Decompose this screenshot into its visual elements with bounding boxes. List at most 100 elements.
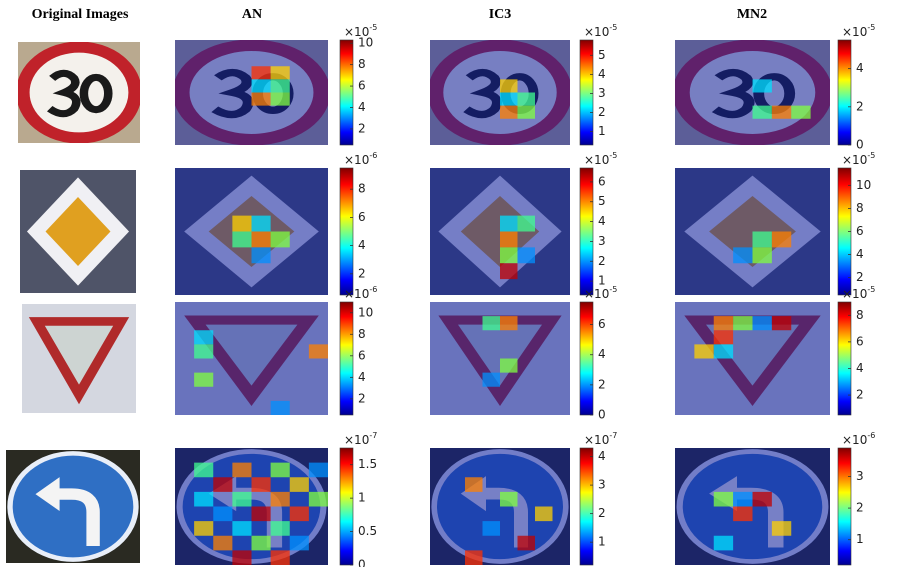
- heatmap-cell: [309, 344, 328, 358]
- colorbar: [340, 302, 353, 415]
- colorbar: [580, 448, 593, 565]
- heatmap-cell: [714, 536, 733, 551]
- colorbar: [838, 448, 851, 565]
- colorbar-tick-label: 8: [856, 201, 864, 215]
- colorbar-tick-label: 4: [358, 100, 366, 114]
- colorbar-tick-label: 4: [598, 347, 606, 361]
- multiplier-exponent: -7: [609, 431, 617, 440]
- colorbar-multiplier: ×10-5: [842, 285, 875, 301]
- colorbar-tick-label: 2: [598, 506, 606, 520]
- heatmap-cell: [194, 463, 213, 478]
- heatmap-cell: [733, 507, 752, 522]
- colorbar-tick-label: 4: [598, 214, 606, 228]
- colorbar-multiplier: ×10-7: [584, 431, 617, 447]
- heatmap-cell: [252, 232, 271, 248]
- heatmap-cell: [232, 521, 251, 536]
- heatmap-cell: [500, 106, 518, 119]
- heatmap-cell: [271, 492, 290, 507]
- colorbar-tick-label: 2: [358, 121, 366, 135]
- colorbar-tick-label: 6: [856, 224, 864, 238]
- multiplier-base: ×10: [584, 25, 609, 39]
- heatmap-cell: [271, 521, 290, 536]
- saliency-panel: 12345×10-5: [430, 23, 617, 146]
- heatmap-cell: [271, 550, 290, 565]
- colorbar: [838, 40, 851, 145]
- colorbar-tick-label: 8: [358, 327, 366, 341]
- colorbar-tick-label: 10: [856, 178, 871, 192]
- colorbar-tick-label: 8: [358, 57, 366, 71]
- colorbar-tick-label: 4: [856, 361, 864, 375]
- heatmap-cell: [213, 536, 232, 551]
- figure: Original Images AN IC3 MN2 246810×10-512…: [0, 0, 900, 567]
- heatmap-cell: [309, 463, 328, 478]
- heatmap-cell: [232, 463, 251, 478]
- multiplier-exponent: -5: [867, 23, 875, 32]
- original-image: [6, 450, 140, 563]
- colorbar-tick-label: 4: [856, 247, 864, 261]
- heatmap-cell: [518, 247, 536, 263]
- colorbar-tick-label: 3: [598, 478, 606, 492]
- colorbar-tick-label: 4: [598, 449, 606, 463]
- heatmap-cell: [290, 536, 309, 551]
- heatmap-cell: [753, 232, 772, 248]
- original-image: [20, 170, 136, 293]
- colorbar-tick-label: 8: [856, 308, 864, 322]
- heatmap-cell: [232, 232, 251, 248]
- original-image: [22, 304, 136, 413]
- colorbar-tick-label: 1: [598, 274, 606, 288]
- heatmap-cell: [194, 330, 213, 344]
- heatmap-cell: [252, 477, 271, 492]
- heatmap-cell: [772, 521, 791, 536]
- colorbar-tick-label: 2: [856, 501, 864, 515]
- heatmap-cell: [194, 492, 213, 507]
- multiplier-exponent: -6: [369, 151, 377, 160]
- colorbar: [340, 448, 353, 565]
- heatmap-cell: [714, 330, 733, 344]
- multiplier-exponent: -5: [609, 151, 617, 160]
- colorbar-multiplier: ×10-5: [842, 23, 875, 39]
- heatmap-cell: [213, 477, 232, 492]
- heatmap-cell: [252, 79, 271, 92]
- multiplier-exponent: -6: [867, 431, 875, 440]
- colorbar-tick-label: 1: [856, 532, 864, 546]
- heatmap-cell: [772, 316, 791, 330]
- original-image: [18, 42, 140, 143]
- column-header: IC3: [489, 7, 512, 22]
- multiplier-exponent: -5: [369, 23, 377, 32]
- heatmap-cell: [500, 93, 518, 106]
- heatmap-cell: [500, 263, 518, 279]
- colorbar: [340, 168, 353, 295]
- heatmap-cell: [753, 247, 772, 263]
- colorbar-multiplier: ×10-6: [344, 285, 377, 301]
- colorbar: [580, 40, 593, 145]
- multiplier-base: ×10: [842, 433, 867, 447]
- heatmap-cell: [483, 373, 501, 387]
- heatmap-cell: [232, 216, 251, 232]
- heatmap-cell: [518, 216, 536, 232]
- colorbar-tick-label: 6: [856, 334, 864, 348]
- colorbar-tick-label: 2: [856, 99, 864, 113]
- heatmap-cell: [753, 106, 772, 119]
- colorbar: [838, 302, 851, 415]
- heatmap-cell: [309, 492, 328, 507]
- saliency-panel: 1 2 3 ×10-6: [675, 431, 875, 566]
- colorbar-multiplier: ×10-6: [842, 431, 875, 447]
- colorbar-tick-label: 3: [598, 86, 606, 100]
- multiplier-base: ×10: [584, 153, 609, 167]
- colorbar-tick-label: 1.5: [358, 457, 377, 471]
- heatmap-cell: [772, 232, 791, 248]
- colorbar-tick-label: 3: [856, 469, 864, 483]
- heatmap-cell: [252, 216, 271, 232]
- colorbar-tick-label: 2: [856, 388, 864, 402]
- heatmap-cell: [518, 93, 536, 106]
- colorbar-multiplier: ×10-5: [584, 23, 617, 39]
- heatmap-cell: [733, 492, 752, 507]
- heatmap-cell: [252, 536, 271, 551]
- heatmap-cell: [772, 106, 791, 119]
- colorbar-tick-label: 0.5: [358, 524, 377, 538]
- heatmap-cell: [500, 79, 518, 92]
- colorbar-multiplier: ×10-7: [344, 431, 377, 447]
- colorbar-tick-label: 6: [598, 317, 606, 331]
- multiplier-base: ×10: [584, 287, 609, 301]
